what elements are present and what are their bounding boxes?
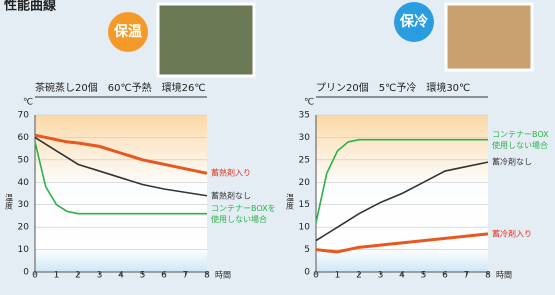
series-label: 蓄熱剤なし xyxy=(211,190,251,201)
y-tick-label: 50 xyxy=(18,155,30,165)
series-label: 蓄冷剤なし xyxy=(492,157,532,168)
badge: 保冷 xyxy=(399,13,428,30)
series-label: コンテナーBOXを 使用しない場合 xyxy=(211,203,276,225)
y-tick-label: 0 xyxy=(304,268,310,278)
y-tick-label: 70 xyxy=(18,111,30,121)
y-tick-label: 20 xyxy=(299,178,311,188)
badge: 保温 xyxy=(113,23,142,40)
y-tick-label: 60 xyxy=(18,133,30,143)
page-title: 性能曲線 xyxy=(4,0,57,14)
chart-title: 茶碗蒸し20個 60℃予熱 環境26℃ xyxy=(35,81,206,94)
charts: 性能曲線 保温 保冷 茶碗蒸し20個 60℃予熱 環境26℃℃温度時間01020… xyxy=(0,0,555,291)
y-tick-label: 25 xyxy=(299,155,310,165)
plot-bg xyxy=(35,115,207,272)
y-label: 温度 xyxy=(286,194,295,211)
y-label: 温度 xyxy=(5,194,14,211)
y-tick-label: 5 xyxy=(304,245,310,255)
y-tick-label: 10 xyxy=(299,223,311,233)
photo xyxy=(158,4,254,76)
y-tick-label: 40 xyxy=(18,178,30,188)
series-label: 蓄冷剤入り xyxy=(492,228,532,239)
x-label: 時間 xyxy=(215,271,231,280)
y-unit: ℃ xyxy=(23,98,33,108)
x-label: 時間 xyxy=(496,271,512,280)
y-tick-label: 30 xyxy=(18,200,30,210)
y-tick-label: 15 xyxy=(299,200,310,210)
y-tick-label: 30 xyxy=(299,133,311,143)
y-tick-label: 0 xyxy=(23,268,29,278)
y-tick-label: 20 xyxy=(18,223,30,233)
series-label: コンテナーBOX 使用しない場合 xyxy=(492,129,549,151)
y-tick-label: 35 xyxy=(299,111,310,121)
y-unit: ℃ xyxy=(304,98,314,108)
y-tick-label: 10 xyxy=(18,245,30,255)
page: 性能曲線 保温 保冷 茶碗蒸し20個 60℃予熱 環境26℃℃温度時間01020… xyxy=(0,0,555,291)
series-label: 蓄熱剤入り xyxy=(211,168,251,179)
chart-title: プリン20個 5℃予冷 環境30℃ xyxy=(316,81,470,94)
photo xyxy=(446,4,532,70)
